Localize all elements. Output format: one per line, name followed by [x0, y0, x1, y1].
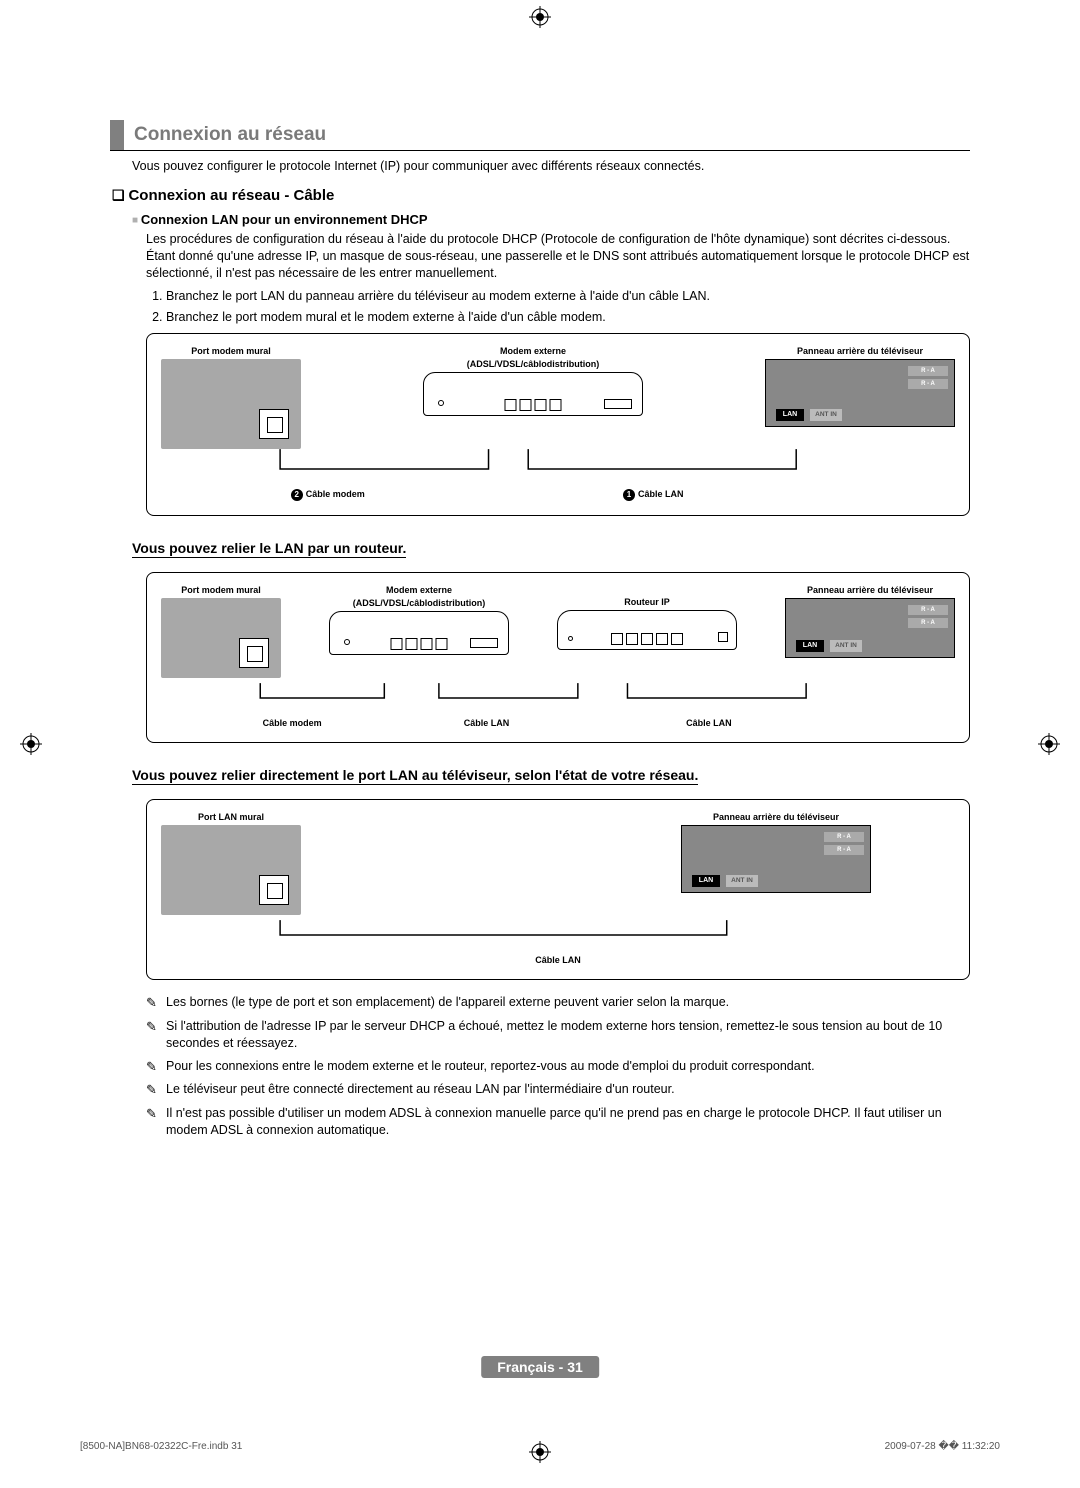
wall-port-label: Port modem mural [161, 346, 301, 356]
notes-list: ✎Les bornes (le type de port et son empl… [146, 994, 970, 1138]
section-title: Connexion au réseau [134, 120, 326, 150]
cable-lines-icon [161, 449, 955, 489]
registration-mark-icon [20, 733, 42, 755]
diagram-direct-lan: Port LAN mural Panneau arrière du télévi… [146, 799, 970, 980]
tv-panel-label-3: Panneau arrière du téléviseur [681, 812, 871, 822]
modem-label-1b: Modem externe [329, 585, 509, 595]
step-2: Branchez le port modem mural et le modem… [166, 309, 970, 326]
registration-mark-icon [1038, 733, 1060, 755]
note-5: Il n'est pas possible d'utiliser un mode… [166, 1105, 970, 1139]
tv-panel-icon: R - A R - A LAN ANT IN [681, 825, 871, 893]
modem-icon [329, 611, 509, 655]
wall-port-icon [161, 598, 281, 678]
note-icon: ✎ [146, 1081, 166, 1099]
note-2: Si l'attribution de l'adresse IP par le … [166, 1018, 970, 1052]
wall-lan-label: Port LAN mural [161, 812, 301, 822]
modem-icon [423, 372, 643, 416]
note-icon: ✎ [146, 1105, 166, 1139]
cable-modem-label-2: Câble modem [161, 718, 383, 728]
page-footer-badge: Français - 31 [481, 1356, 599, 1378]
intro-text: Vous pouvez configurer le protocole Inte… [132, 159, 970, 173]
diagram-modem-router-tv: Port modem mural Modem externe (ADSL/VDS… [146, 572, 970, 743]
heading-direct: Vous pouvez relier directement le port L… [132, 767, 698, 785]
tv-panel-label-2: Panneau arrière du téléviseur [785, 585, 955, 595]
note-icon: ✎ [146, 994, 166, 1012]
tv-ant-port: ANT IN [810, 409, 842, 421]
cable-lan-label-3: Câble LAN [161, 955, 955, 965]
wall-port-icon [161, 825, 301, 915]
router-label: Routeur IP [557, 597, 737, 607]
section-title-bar: Connexion au réseau [110, 120, 970, 151]
steps-list: Branchez le port LAN du panneau arrière … [166, 288, 970, 326]
note-icon: ✎ [146, 1058, 166, 1076]
footer-timestamp: 2009-07-28 �� 11:32:20 [885, 1441, 1000, 1452]
router-icon [557, 610, 737, 650]
diagram-modem-tv: Port modem mural Modem externe (ADSL/VDS… [146, 333, 970, 516]
cable-lan-label-2b: Câble LAN [590, 718, 828, 728]
dhcp-paragraph: Les procédures de configuration du résea… [146, 231, 970, 282]
tv-panel-icon: R - A R - A LAN ANT IN [765, 359, 955, 427]
tv-panel-icon: R - A R - A LAN ANT IN [785, 598, 955, 658]
wall-port-label-2: Port modem mural [161, 585, 281, 595]
modem-label-2: (ADSL/VDSL/câblodistribution) [423, 359, 643, 369]
registration-mark-icon [529, 6, 551, 28]
tv-panel-label: Panneau arrière du téléviseur [765, 346, 955, 356]
sub-heading-cable: Connexion au réseau - Câble [112, 187, 970, 204]
tv-lan-port: LAN [776, 409, 804, 421]
note-3: Pour les connexions entre le modem exter… [166, 1058, 970, 1076]
note-icon: ✎ [146, 1018, 166, 1052]
cable-lines-icon [161, 678, 955, 718]
cable-num-2: 2 [291, 489, 303, 501]
wall-port-icon [161, 359, 301, 449]
note-4: Le téléviseur peut être connecté directe… [166, 1081, 970, 1099]
dhcp-heading: Connexion LAN pour un environnement DHCP [132, 212, 970, 227]
heading-router: Vous pouvez relier le LAN par un routeur… [132, 540, 406, 558]
modem-label-1: Modem externe [423, 346, 643, 356]
note-1: Les bornes (le type de port et son empla… [166, 994, 970, 1012]
step-1: Branchez le port LAN du panneau arrière … [166, 288, 970, 305]
cable-lines-icon [161, 915, 955, 955]
cable-lan-label: Câble LAN [638, 489, 684, 499]
registration-mark-icon [529, 1441, 551, 1463]
footer-filename: [8500-NA]BN68-02322C-Fre.indb 31 [80, 1441, 242, 1452]
cable-lan-label-2a: Câble LAN [383, 718, 589, 728]
title-accent [110, 120, 124, 150]
cable-modem-label: Câble modem [306, 489, 365, 499]
cable-num-1: 1 [623, 489, 635, 501]
modem-label-2b: (ADSL/VDSL/câblodistribution) [329, 598, 509, 608]
